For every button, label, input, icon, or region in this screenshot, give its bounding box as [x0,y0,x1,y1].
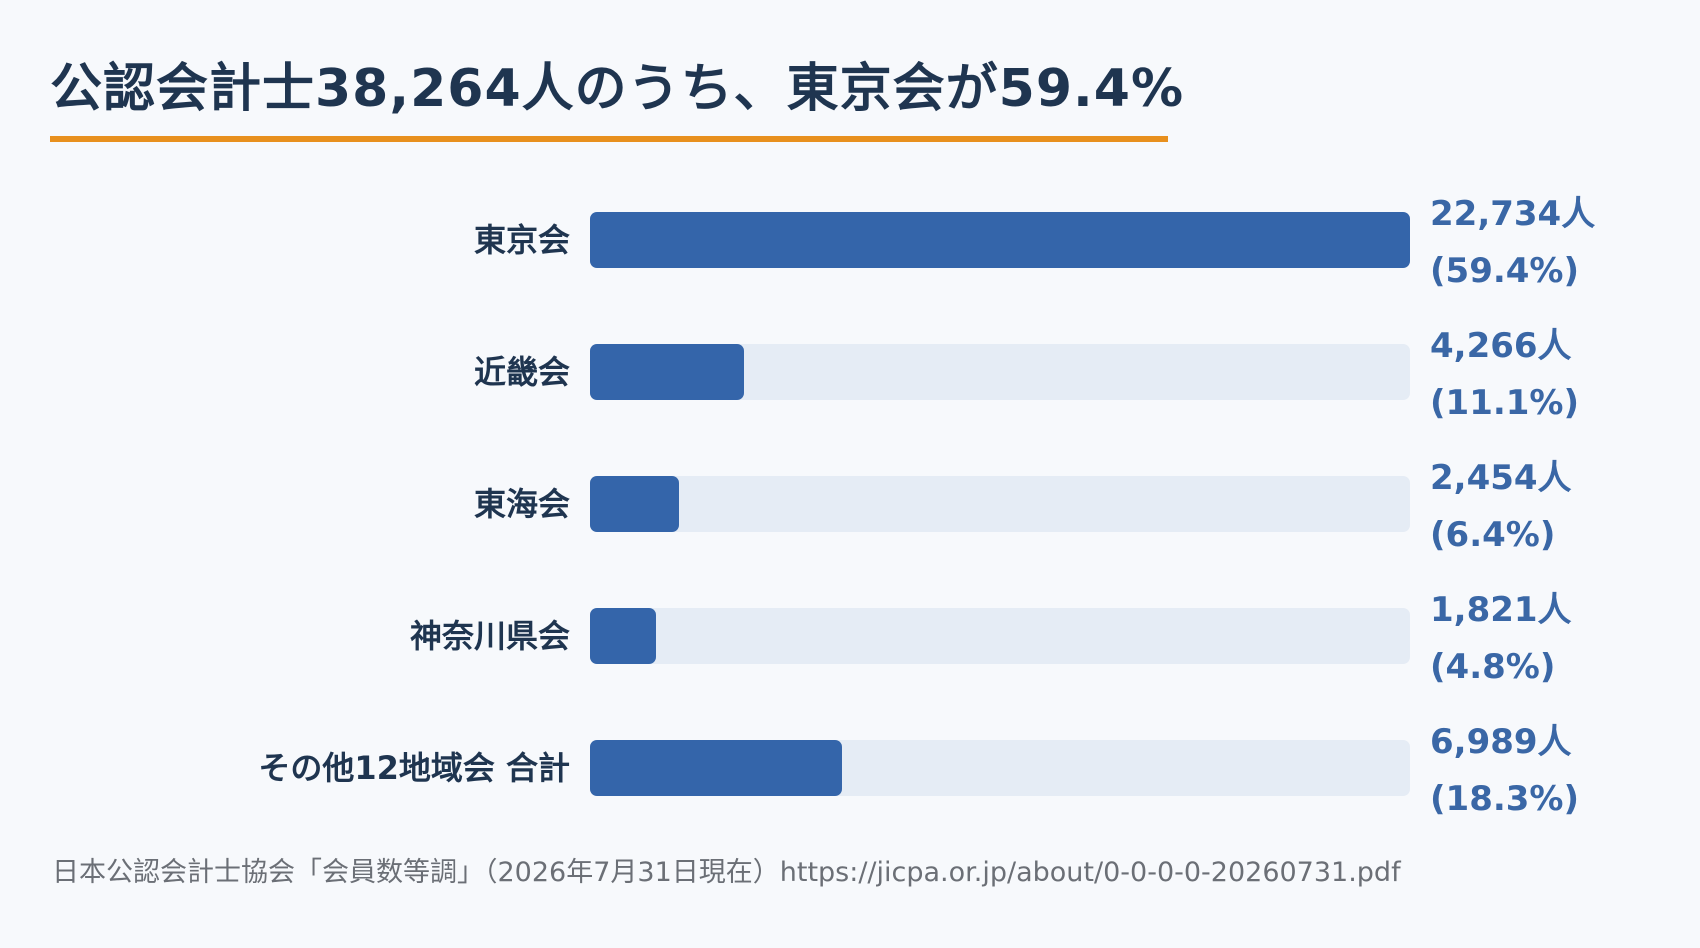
data-label-percent: (18.3%) [1430,779,1580,819]
category-label: その他12地域会 合計 [258,749,570,787]
data-label-percent: (59.4%) [1430,251,1580,291]
bar-track [590,476,1410,532]
bar [590,740,843,796]
bar-row: 東京会 22,734人 (59.4%) [0,192,1700,324]
bar-track [590,212,1410,268]
title-underline [50,136,1168,142]
bar [590,608,656,664]
bar-track [590,344,1410,400]
data-label-count: 4,266人 [1430,326,1572,366]
category-label: 東海会 [473,485,570,523]
bar-track [590,740,1410,796]
data-label: 6,989人 (18.3%) [1430,714,1579,828]
data-label-count: 1,821人 [1430,590,1572,630]
data-label-count: 22,734人 [1430,194,1596,234]
bar-row: 近畿会 4,266人 (11.1%) [0,324,1700,456]
data-label: 22,734人 (59.4%) [1430,186,1595,300]
data-label-count: 6,989人 [1430,722,1572,762]
bar [590,476,679,532]
category-label: 近畿会 [473,353,570,391]
data-label-count: 2,454人 [1430,458,1572,498]
bar [590,212,1410,268]
bar [590,344,744,400]
category-label: 神奈川県会 [409,617,570,655]
data-label: 4,266人 (11.1%) [1430,318,1579,432]
chart-title: 公認会計士38,264人のうち、東京会が59.4% [50,59,1185,119]
category-label: 東京会 [473,221,570,259]
data-label: 2,454人 (6.4%) [1430,450,1572,564]
bar-row: 東海会 2,454人 (6.4%) [0,456,1700,588]
data-label-percent: (6.4%) [1430,515,1556,555]
bar-track [590,608,1410,664]
bar-row: 神奈川県会 1,821人 (4.8%) [0,588,1700,720]
bar-row: その他12地域会 合計 6,989人 (18.3%) [0,720,1700,852]
source-note: 日本公認会計士協会「会員数等調」（2026年7月31日現在）https://ji… [52,857,1401,888]
data-label-percent: (11.1%) [1430,383,1580,423]
data-label: 1,821人 (4.8%) [1430,582,1572,696]
data-label-percent: (4.8%) [1430,647,1556,687]
